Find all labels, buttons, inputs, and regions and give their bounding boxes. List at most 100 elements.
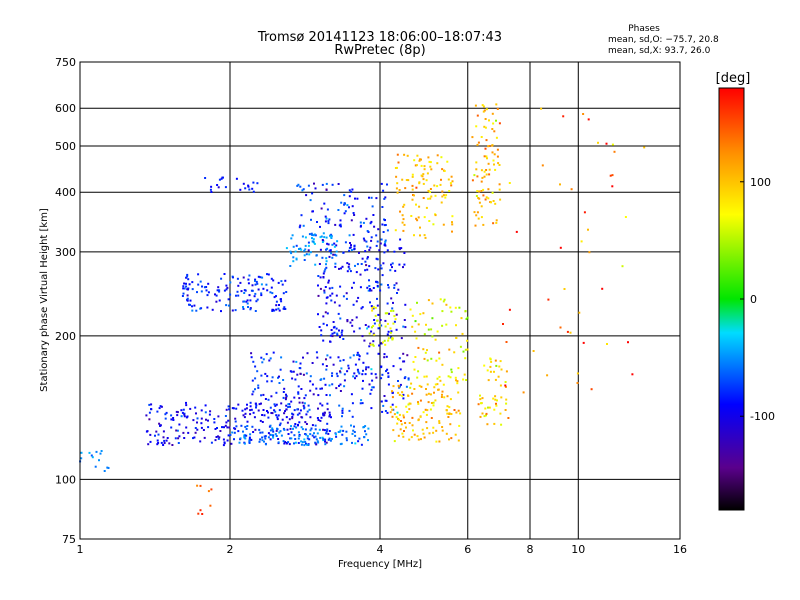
data-point	[446, 405, 449, 408]
data-point	[396, 166, 398, 169]
data-point	[275, 435, 278, 437]
data-point	[253, 416, 256, 419]
data-point	[367, 289, 370, 292]
data-point	[241, 409, 244, 412]
data-point	[353, 431, 356, 433]
data-point	[349, 321, 352, 324]
data-point	[446, 160, 449, 163]
data-point	[327, 281, 330, 284]
data-point	[487, 188, 490, 191]
data-point	[94, 465, 97, 468]
data-point	[155, 430, 158, 433]
data-point	[358, 437, 361, 440]
data-point	[263, 414, 266, 417]
data-point	[371, 309, 374, 312]
data-point	[491, 128, 494, 130]
data-point	[325, 260, 328, 263]
data-point	[351, 432, 354, 435]
data-point	[376, 258, 379, 261]
data-point	[422, 173, 425, 176]
data-point	[269, 433, 272, 436]
data-point	[313, 233, 316, 236]
data-point	[365, 264, 368, 267]
data-point	[290, 431, 293, 434]
data-point	[402, 414, 405, 417]
data-point	[341, 265, 344, 268]
data-point	[570, 188, 573, 191]
data-point	[300, 214, 303, 217]
data-point	[337, 209, 340, 211]
data-point	[327, 222, 330, 225]
data-point	[329, 356, 332, 359]
data-point	[329, 439, 332, 442]
data-point	[422, 432, 425, 435]
data-point	[381, 410, 384, 413]
data-point	[245, 407, 248, 410]
data-point	[251, 393, 254, 396]
data-point	[322, 428, 325, 431]
data-point	[421, 428, 424, 431]
data-point	[505, 398, 508, 401]
data-point	[106, 466, 109, 469]
data-point	[493, 408, 496, 411]
data-point	[200, 307, 203, 310]
data-point	[363, 239, 366, 242]
data-point	[369, 301, 371, 304]
data-point	[330, 299, 333, 302]
data-point	[341, 407, 344, 410]
data-point	[311, 234, 314, 236]
data-point	[270, 286, 273, 289]
data-point	[446, 412, 449, 415]
data-point	[396, 422, 399, 425]
data-point	[323, 429, 326, 432]
data-point	[321, 241, 324, 243]
data-point	[371, 205, 374, 208]
data-point	[226, 426, 229, 429]
data-point	[182, 292, 185, 295]
data-point	[325, 441, 328, 444]
data-point	[149, 433, 152, 436]
data-point	[358, 358, 361, 361]
data-point	[263, 440, 265, 443]
data-point	[453, 351, 456, 354]
data-point	[425, 413, 428, 416]
data-point	[301, 401, 304, 404]
data-point	[302, 224, 305, 227]
data-point	[283, 412, 286, 415]
data-point	[324, 215, 327, 218]
data-point	[254, 365, 257, 368]
data-point	[441, 324, 444, 327]
data-point	[377, 327, 380, 330]
data-point	[423, 234, 426, 237]
data-point	[331, 256, 334, 259]
data-point	[219, 430, 222, 432]
data-point	[429, 197, 432, 200]
data-point	[390, 330, 393, 333]
data-point	[414, 320, 417, 323]
data-point	[307, 404, 310, 407]
data-point	[492, 122, 495, 125]
data-point	[401, 432, 404, 435]
data-point	[425, 375, 428, 378]
data-point	[370, 196, 373, 199]
data-point	[357, 353, 360, 356]
data-point	[448, 348, 451, 351]
data-point	[170, 418, 173, 421]
data-point	[396, 153, 399, 156]
data-point	[464, 348, 467, 351]
data-point	[494, 395, 497, 398]
data-point	[192, 437, 194, 440]
data-point	[373, 319, 376, 321]
data-point	[279, 298, 282, 301]
data-point	[260, 374, 263, 377]
data-point	[327, 432, 330, 435]
data-point	[337, 183, 340, 185]
data-point	[305, 194, 308, 197]
data-point	[353, 214, 356, 216]
data-point	[207, 291, 210, 294]
data-point	[174, 437, 177, 440]
data-point	[298, 412, 301, 415]
data-point	[380, 283, 383, 286]
data-point	[480, 402, 482, 405]
x-tick-label: 2	[227, 543, 234, 556]
